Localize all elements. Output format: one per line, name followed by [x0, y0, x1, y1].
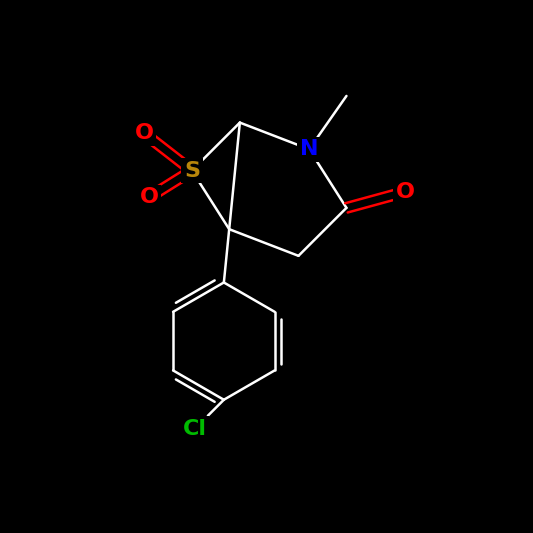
Text: N: N [300, 139, 318, 159]
Text: O: O [395, 182, 415, 202]
Text: S: S [184, 160, 200, 181]
Text: Cl: Cl [182, 419, 207, 439]
Text: O: O [134, 123, 154, 143]
Text: O: O [140, 187, 159, 207]
